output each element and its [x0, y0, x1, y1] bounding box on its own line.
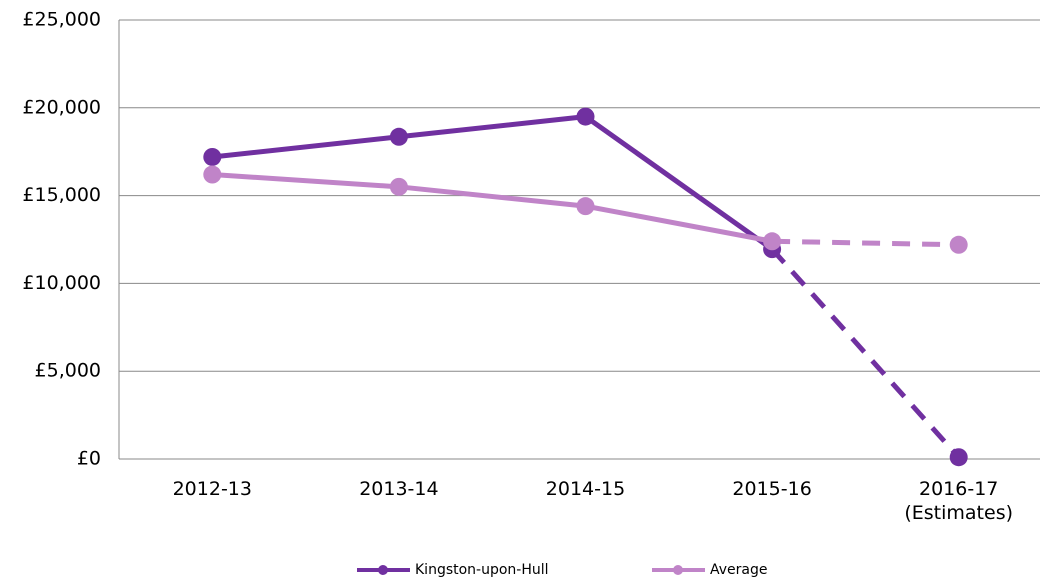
y-tick-label: £20,000 [22, 96, 101, 118]
legend-label: Kingston-upon-Hull [415, 562, 549, 578]
y-tick-label: £25,000 [22, 9, 101, 31]
x-tick-label: 2013-14 [359, 478, 439, 500]
x-tick-label: 2016-17 (Estimates) [904, 478, 1014, 524]
marker [949, 448, 968, 467]
marker [576, 107, 595, 126]
marker [203, 165, 222, 184]
line [212, 172, 773, 244]
legend-marker [378, 565, 388, 575]
x-tick-label: 2014-15 [545, 478, 626, 500]
marker [389, 177, 408, 196]
y-tick-label: £0 [77, 448, 101, 470]
marker [203, 147, 222, 166]
line-dashed [770, 247, 961, 459]
line-dashed [772, 238, 959, 248]
marker [389, 127, 408, 146]
marker [949, 235, 968, 254]
x-tick-label: 2015-16 [732, 478, 812, 500]
y-tick-label: £10,000 [22, 272, 101, 294]
marker [576, 197, 595, 216]
x-tick-label: 2012-13 [172, 478, 252, 500]
legend-marker [673, 565, 683, 575]
legend-label: Average [710, 562, 768, 578]
line [212, 113, 774, 252]
marker [763, 232, 782, 251]
y-tick-label: £15,000 [22, 184, 101, 206]
y-tick-label: £5,000 [35, 360, 101, 382]
